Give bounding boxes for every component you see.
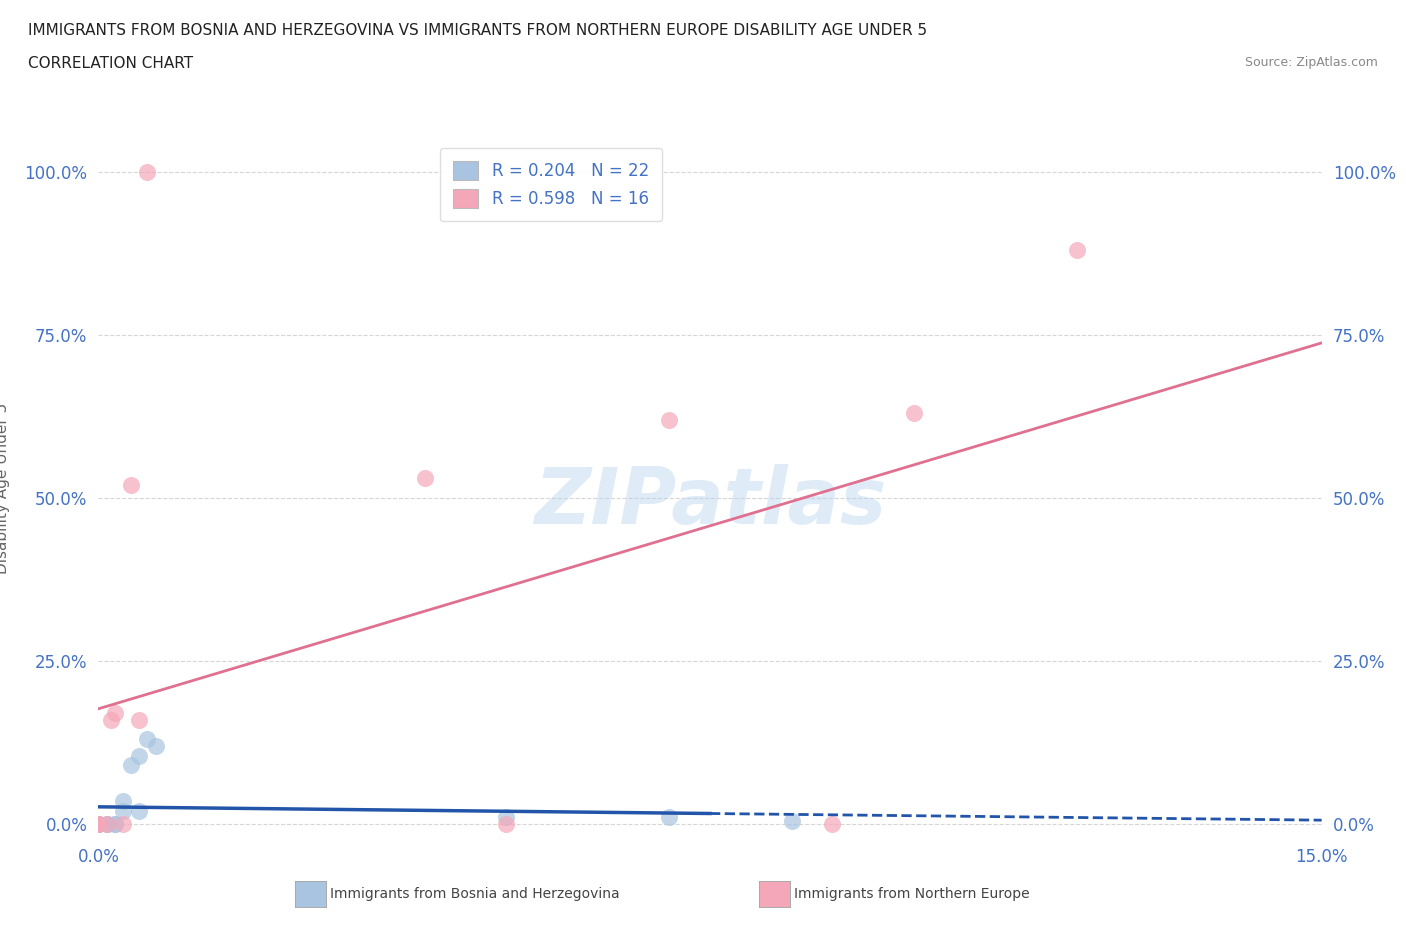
Point: [87, 817, 110, 831]
Point: [104, 817, 127, 831]
Y-axis label: Disability Age Under 5: Disability Age Under 5: [0, 403, 10, 574]
Point: [87, 817, 110, 831]
Point: [128, 748, 150, 763]
Point: [87, 817, 110, 831]
Text: Immigrants from Northern Europe: Immigrants from Northern Europe: [794, 886, 1031, 901]
Point: [413, 471, 436, 485]
Point: [87, 817, 110, 831]
Point: [658, 412, 681, 427]
Point: [145, 738, 167, 753]
Text: IMMIGRANTS FROM BOSNIA AND HERZEGOVINA VS IMMIGRANTS FROM NORTHERN EUROPE DISABI: IMMIGRANTS FROM BOSNIA AND HERZEGOVINA V…: [28, 23, 927, 38]
Text: CORRELATION CHART: CORRELATION CHART: [28, 56, 193, 71]
Point: [658, 810, 681, 825]
Point: [128, 712, 150, 727]
Point: [96, 817, 118, 831]
Point: [87, 817, 110, 831]
Point: [128, 804, 150, 818]
Point: [111, 804, 134, 818]
Point: [821, 817, 844, 831]
Legend: R = 0.204   N = 22, R = 0.598   N = 16: R = 0.204 N = 22, R = 0.598 N = 16: [440, 148, 662, 221]
Point: [495, 817, 517, 831]
Point: [111, 793, 134, 808]
Point: [87, 817, 110, 831]
Point: [87, 817, 110, 831]
Point: [87, 817, 110, 831]
Point: [111, 817, 134, 831]
Point: [87, 817, 110, 831]
Point: [104, 817, 127, 831]
Point: [104, 706, 127, 721]
Point: [120, 477, 142, 492]
Point: [903, 405, 925, 420]
Text: ZIPatlas: ZIPatlas: [534, 464, 886, 540]
Point: [87, 817, 110, 831]
Point: [780, 813, 803, 828]
Point: [136, 732, 159, 747]
Point: [96, 817, 118, 831]
Point: [100, 712, 122, 727]
Point: [120, 758, 142, 773]
Point: [87, 817, 110, 831]
Point: [495, 810, 517, 825]
Point: [96, 817, 118, 831]
Point: [1066, 243, 1088, 258]
Text: Source: ZipAtlas.com: Source: ZipAtlas.com: [1244, 56, 1378, 69]
Text: Immigrants from Bosnia and Herzegovina: Immigrants from Bosnia and Herzegovina: [330, 886, 620, 901]
Point: [136, 165, 159, 179]
